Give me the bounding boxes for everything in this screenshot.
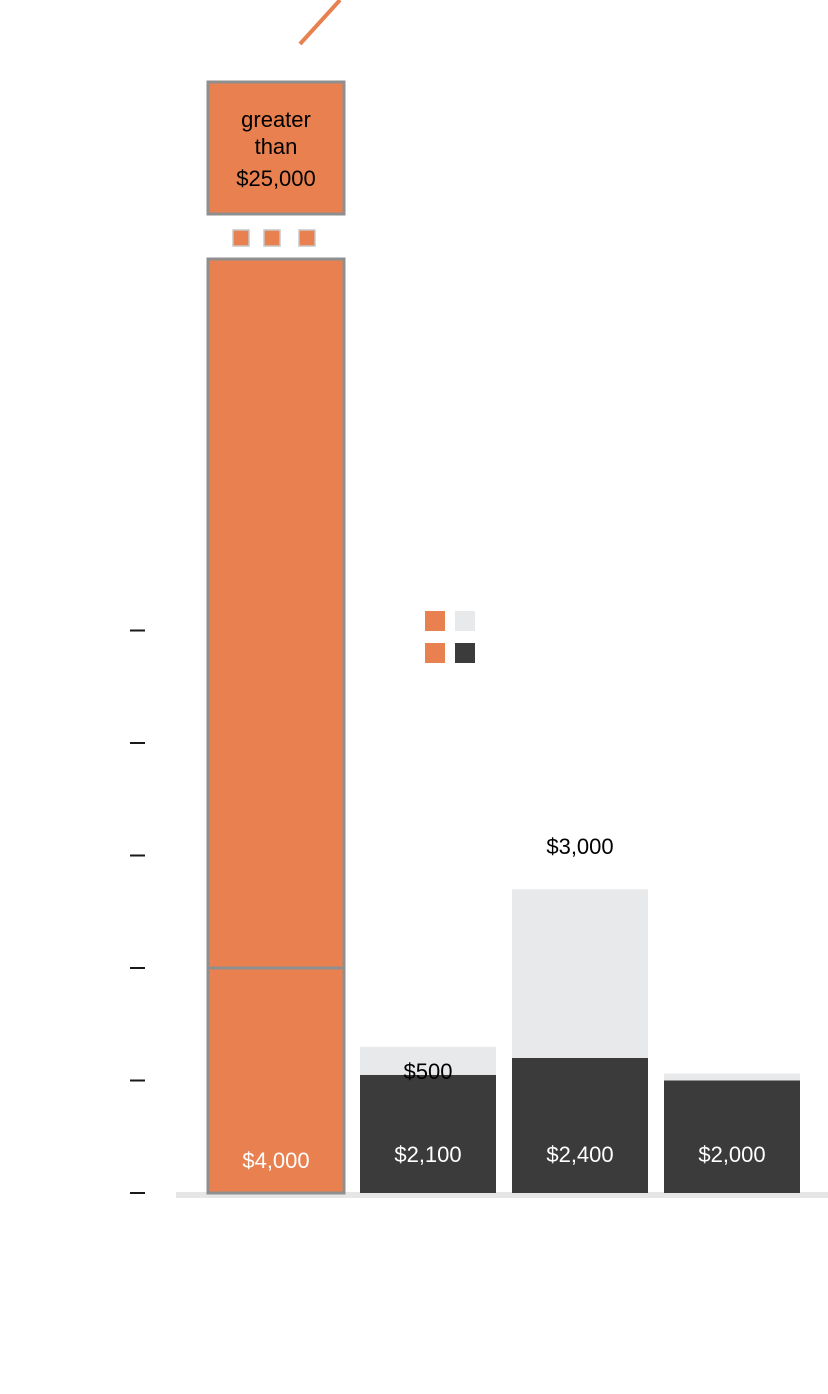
bar-1-segment-upper <box>206 257 346 970</box>
bar-1-top-label-line-2: than <box>255 134 298 159</box>
legend-swatch-orange-1 <box>425 611 445 631</box>
bar-4-base-label: $2,000 <box>698 1142 765 1167</box>
legend-swatch-dark <box>455 643 475 663</box>
overflow-arrow-line <box>298 0 342 46</box>
bar-3-base-label: $2,400 <box>546 1142 613 1167</box>
bar-2-base-label: $2,100 <box>394 1142 461 1167</box>
legend-entry-2 <box>425 642 495 664</box>
bar-1-top-label-line-3: $25,000 <box>236 166 316 191</box>
bar-1-top-label-line-1: greater <box>241 107 311 132</box>
bar-2-segment-base <box>360 1074 496 1193</box>
axis-break-dot-1 <box>232 229 250 247</box>
bar-2-segment-top <box>360 1046 496 1075</box>
bar-3-segment-top <box>512 889 648 1058</box>
bar-3-segment-base <box>512 1058 648 1193</box>
legend-swatch-light <box>455 611 475 631</box>
axis-break-dot-3 <box>298 229 316 247</box>
bar-1-segment-broken-top <box>206 80 346 216</box>
bar-1-base-label: $4,000 <box>242 1148 309 1173</box>
bar-4-segment-top <box>664 1073 800 1081</box>
bar-2-top-label: $500 <box>404 1059 453 1084</box>
axis-break-dot-2 <box>263 229 281 247</box>
legend-entry-1 <box>425 610 495 632</box>
bar-4-segment-base <box>664 1080 800 1193</box>
bar-3-top-label: $3,000 <box>546 834 613 859</box>
legend-swatch-orange-2 <box>425 643 445 663</box>
x-axis-baseline <box>176 1192 828 1198</box>
